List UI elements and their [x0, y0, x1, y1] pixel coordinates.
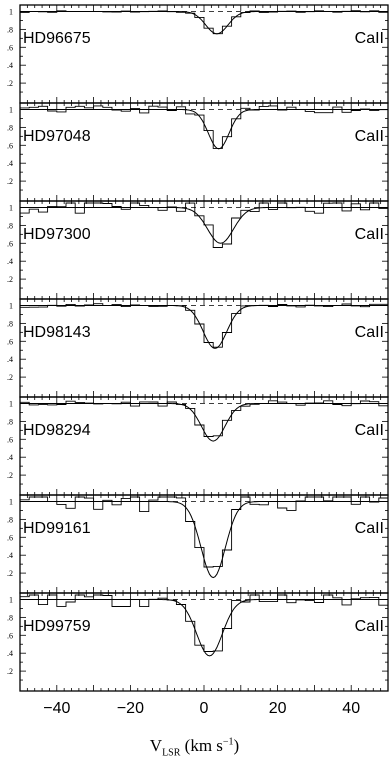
- y-tick-label: .6: [7, 239, 13, 248]
- x-axis-title: VLSR (km s−1): [149, 736, 240, 759]
- y-tick-label: 1: [9, 7, 13, 16]
- y-tick-label: .8: [7, 221, 13, 230]
- ion-label: CaII: [355, 520, 384, 537]
- panel-HD98294: 1 .8 .6 .4 .2 HD98294 CaII: [7, 396, 389, 496]
- fit-curve: [20, 305, 388, 349]
- y-tick-label: 1: [9, 595, 13, 604]
- x-tick-label: 40: [342, 700, 360, 717]
- y-tick-label: .4: [7, 257, 13, 266]
- y-tick-label: .6: [7, 631, 13, 640]
- y-tick-label: .4: [7, 61, 13, 70]
- star-label: HD98294: [23, 422, 91, 439]
- x-tick-label: 0: [200, 700, 209, 717]
- y-tick-label: .8: [7, 319, 13, 328]
- panel-frame: [19, 396, 389, 496]
- y-tick-label: .6: [7, 43, 13, 52]
- panel-HD97300: 1 .8 .6 .4 .2 HD97300 CaII: [7, 200, 389, 300]
- y-tick-label: .2: [7, 79, 13, 88]
- y-tick-label: .4: [7, 355, 13, 364]
- y-tick-label: .6: [7, 533, 13, 542]
- y-tick-label: 1: [9, 105, 13, 114]
- y-tick-label: 1: [9, 399, 13, 408]
- spectra-panels: 1 .8 .6 .4 .2 HD96675 CaII 1 .8 .6 .4 .2 HD97048 CaII…: [7, 4, 389, 717]
- y-tick-label: .2: [7, 667, 13, 676]
- y-tick-label: .4: [7, 453, 13, 462]
- star-label: HD97048: [23, 128, 91, 145]
- y-tick-label: .4: [7, 649, 13, 658]
- y-tick-label: .4: [7, 159, 13, 168]
- star-label: HD99759: [23, 618, 91, 635]
- y-tick-label: .2: [7, 471, 13, 480]
- ion-label: CaII: [355, 618, 384, 635]
- ion-label: CaII: [355, 422, 384, 439]
- panel-HD97048: 1 .8 .6 .4 .2 HD97048 CaII: [7, 102, 389, 202]
- x-tick-label: −20: [117, 700, 144, 717]
- x-tick-label: −40: [43, 700, 70, 717]
- y-tick-label: .6: [7, 337, 13, 346]
- fit-curve: [20, 403, 388, 442]
- x-tick-label: 20: [269, 700, 287, 717]
- observed-spectrum: [20, 105, 388, 149]
- y-tick-label: .6: [7, 435, 13, 444]
- y-tick-label: .2: [7, 373, 13, 382]
- panel-HD98143: 1 .8 .6 .4 .2 HD98143 CaII: [7, 298, 389, 398]
- y-tick-label: .2: [7, 569, 13, 578]
- ion-label: CaII: [355, 128, 384, 145]
- y-tick-label: .8: [7, 123, 13, 132]
- ion-label: CaII: [355, 30, 384, 47]
- panel-HD96675: 1 .8 .6 .4 .2 HD96675 CaII: [7, 4, 389, 104]
- ion-label: CaII: [355, 324, 384, 341]
- y-tick-label: .8: [7, 515, 13, 524]
- fit-curve: [20, 501, 388, 579]
- y-tick-label: .8: [7, 25, 13, 34]
- star-label: HD96675: [23, 30, 91, 47]
- panel-HD99161: 1 .8 .6 .4 .2 HD99161 CaII: [7, 494, 389, 594]
- star-label: HD99161: [23, 520, 91, 537]
- observed-spectrum: [20, 594, 388, 652]
- star-label: HD98143: [23, 324, 91, 341]
- fit-curve: [20, 11, 388, 35]
- star-label: HD97300: [23, 226, 91, 243]
- y-tick-label: 1: [9, 497, 13, 506]
- panel-HD99759: 1 .8 .6 .4 .2 HD99759 CaII: [7, 592, 389, 692]
- y-tick-label: .4: [7, 551, 13, 560]
- observed-spectrum: [20, 202, 388, 248]
- y-tick-label: 1: [9, 203, 13, 212]
- y-tick-label: .8: [7, 417, 13, 426]
- fit-curve: [20, 109, 388, 150]
- fit-curve: [20, 599, 388, 657]
- y-tick-label: .8: [7, 613, 13, 622]
- panel-frame: [19, 494, 389, 594]
- y-tick-label: 1: [9, 301, 13, 310]
- y-tick-label: .2: [7, 275, 13, 284]
- y-tick-label: .6: [7, 141, 13, 150]
- panel-frame: [19, 298, 389, 398]
- panel-frame: [19, 592, 389, 692]
- y-tick-label: .2: [7, 177, 13, 186]
- ion-label: CaII: [355, 226, 384, 243]
- fit-curve: [20, 207, 388, 244]
